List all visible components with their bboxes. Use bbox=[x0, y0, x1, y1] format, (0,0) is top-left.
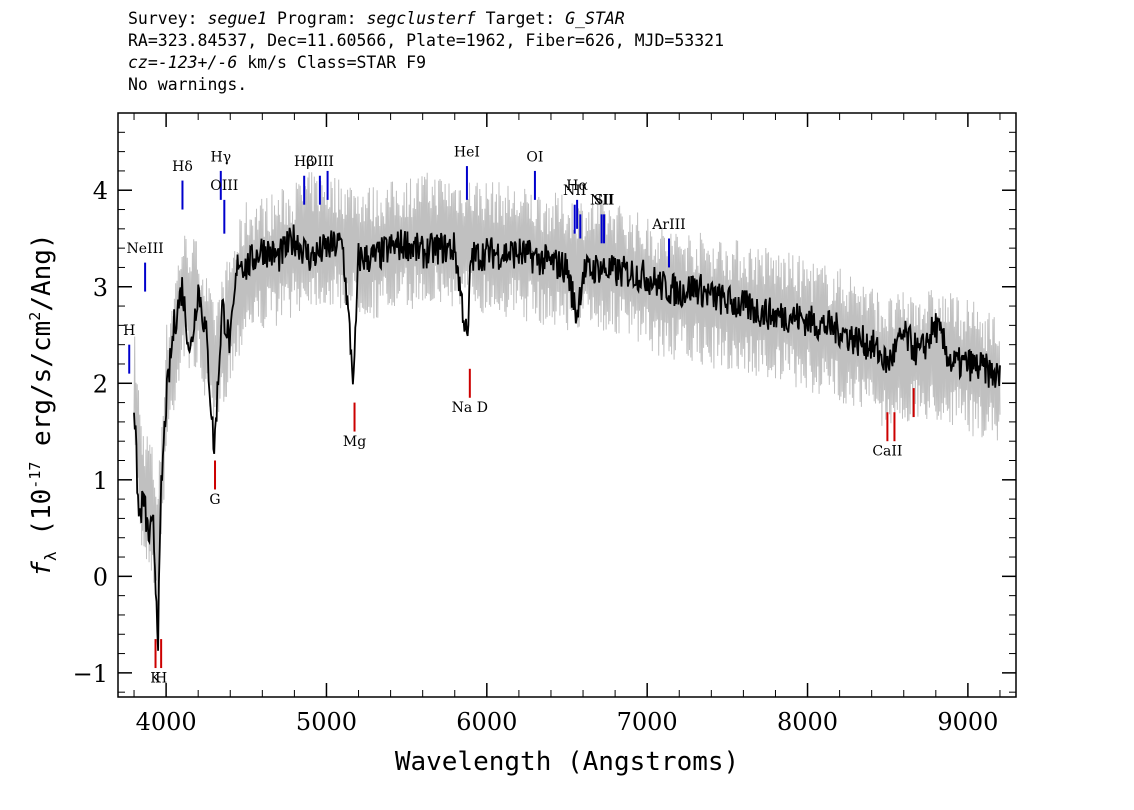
header-line-warnings: No warnings. bbox=[128, 75, 248, 94]
y-tick-label: −1 bbox=[73, 660, 108, 688]
cz-label: cz= bbox=[128, 53, 158, 72]
error-band-layer bbox=[133, 172, 1001, 611]
y-tick-label: 3 bbox=[93, 274, 108, 302]
program-label: Program: bbox=[267, 9, 367, 28]
y-axis-mid: erg/s/cm bbox=[27, 321, 57, 462]
emission-line-label: Hδ bbox=[172, 159, 193, 175]
x-axis-title: Wavelength (Angstroms) bbox=[395, 747, 739, 777]
y-tick-label: 2 bbox=[93, 370, 108, 398]
target-label: Target: bbox=[475, 9, 566, 28]
header-line-redshift: cz=-123+/-6 km/s Class=STAR F9 bbox=[128, 52, 724, 74]
axis-ticks-layer: 4000 5000 6000 7000 8000 9000 −1 0 1 2 3 4 bbox=[73, 113, 1016, 736]
x-tick-label: 7000 bbox=[617, 708, 678, 736]
x-tick-label: 5000 bbox=[296, 708, 357, 736]
survey-label: Survey: bbox=[128, 9, 208, 28]
flux-layer bbox=[133, 224, 1001, 651]
x-tick-label: 9000 bbox=[937, 708, 998, 736]
y-tick-label: 0 bbox=[93, 563, 108, 591]
absorption-line-label: Mg bbox=[343, 434, 366, 450]
emission-line-label: SII bbox=[594, 193, 615, 209]
target-value: G_STAR bbox=[565, 9, 625, 28]
y-axis-sub: λ bbox=[41, 551, 60, 561]
emission-line-label: ArIII bbox=[651, 217, 685, 233]
y-axis-open: (10 bbox=[27, 489, 57, 552]
class-text: km/s Class=STAR F9 bbox=[237, 53, 427, 72]
emission-line-label: HeI bbox=[454, 144, 480, 160]
y-tick-label: 1 bbox=[93, 467, 108, 495]
emission-line-label: NeIII bbox=[127, 241, 164, 257]
x-tick-label: 4000 bbox=[136, 708, 197, 736]
emission-line-label: H bbox=[123, 323, 135, 339]
x-tick-label: 6000 bbox=[456, 708, 517, 736]
emission-line-label: OI bbox=[526, 149, 543, 165]
absorption-line-label: G bbox=[209, 492, 220, 508]
flux-series bbox=[133, 224, 1001, 651]
cz-value: -123+/-6 bbox=[157, 53, 238, 72]
absorption-line-label: K bbox=[150, 671, 161, 687]
y-axis-title: fλ (10-17 erg/s/cm2/Ang) bbox=[26, 233, 60, 576]
emission-line-label: Hα bbox=[566, 178, 588, 194]
survey-value: segue1 bbox=[207, 9, 268, 28]
emission-line-label: Hγ bbox=[210, 149, 231, 165]
y-axis-exp: -17 bbox=[26, 462, 44, 489]
y-axis-close: /Ang) bbox=[27, 233, 57, 311]
plot-frame bbox=[117, 112, 1017, 698]
emission-line-label: NII bbox=[590, 193, 613, 209]
emission-line-label: Hβ bbox=[294, 154, 314, 170]
header-line-survey: Survey: segue1 Program: segclusterf Targ… bbox=[128, 8, 724, 30]
y-axis-exp2: 2 bbox=[26, 312, 44, 321]
error-band-series bbox=[133, 172, 1001, 611]
program-value: segclusterf bbox=[366, 9, 476, 28]
emission-line-label: OIII bbox=[210, 178, 238, 194]
emission-line-label: OIII bbox=[306, 154, 334, 170]
absorption-line-label: CaII bbox=[872, 444, 902, 460]
x-tick-label: 8000 bbox=[777, 708, 838, 736]
absorption-line-label: Na D bbox=[452, 400, 488, 416]
y-tick-label: 4 bbox=[93, 177, 108, 205]
absorption-line-label: H bbox=[155, 671, 167, 687]
spectrum-header: Survey: segue1 Program: segclusterf Targ… bbox=[128, 8, 724, 96]
y-axis-f: f bbox=[27, 561, 57, 577]
emission-line-label: NII bbox=[563, 183, 586, 199]
header-line-coords: RA=323.84537, Dec=11.60566, Plate=1962, … bbox=[128, 31, 725, 50]
